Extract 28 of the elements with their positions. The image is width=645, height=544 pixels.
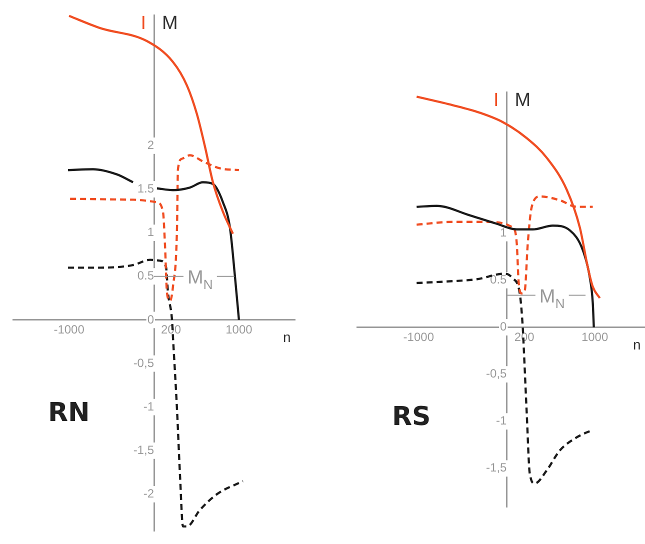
text: RS: [392, 402, 431, 432]
y-tick-label: -0,5: [486, 366, 508, 381]
annotation: I: [493, 90, 499, 111]
y-tick-label: -2: [143, 486, 154, 501]
annotation: I: [140, 13, 146, 34]
x-tick-label: 200: [514, 330, 535, 344]
y-tick-label: -1,5: [486, 460, 508, 475]
y-tick-label: -1: [496, 414, 508, 428]
x-tick-label: -1000: [54, 322, 85, 336]
y-axis-title: M: [514, 90, 531, 111]
y-tick-label: 1: [147, 225, 154, 240]
y-tick-label: 0: [147, 312, 154, 326]
text: RN: [48, 398, 90, 428]
y-tick-label: -1: [143, 399, 154, 414]
y-tick-label: 0.5: [137, 268, 154, 283]
x-axis-title: n: [633, 336, 641, 352]
y-tick-label: 0.5: [490, 272, 508, 287]
y-axis-title: M: [162, 13, 178, 34]
y-tick-label: 1: [500, 225, 508, 240]
x-tick-label: 1000: [581, 330, 608, 344]
y-tick-label: 2: [147, 138, 154, 152]
y-tick-label: 1.5: [137, 182, 154, 196]
y-tick-label: -0,5: [133, 356, 154, 370]
x-tick-label: 1000: [226, 322, 253, 336]
x-tick-label: -1000: [403, 330, 434, 344]
x-axis-title: n: [283, 328, 291, 345]
y-tick-label: 0: [500, 320, 508, 334]
y-tick-label: -1,5: [133, 442, 154, 457]
